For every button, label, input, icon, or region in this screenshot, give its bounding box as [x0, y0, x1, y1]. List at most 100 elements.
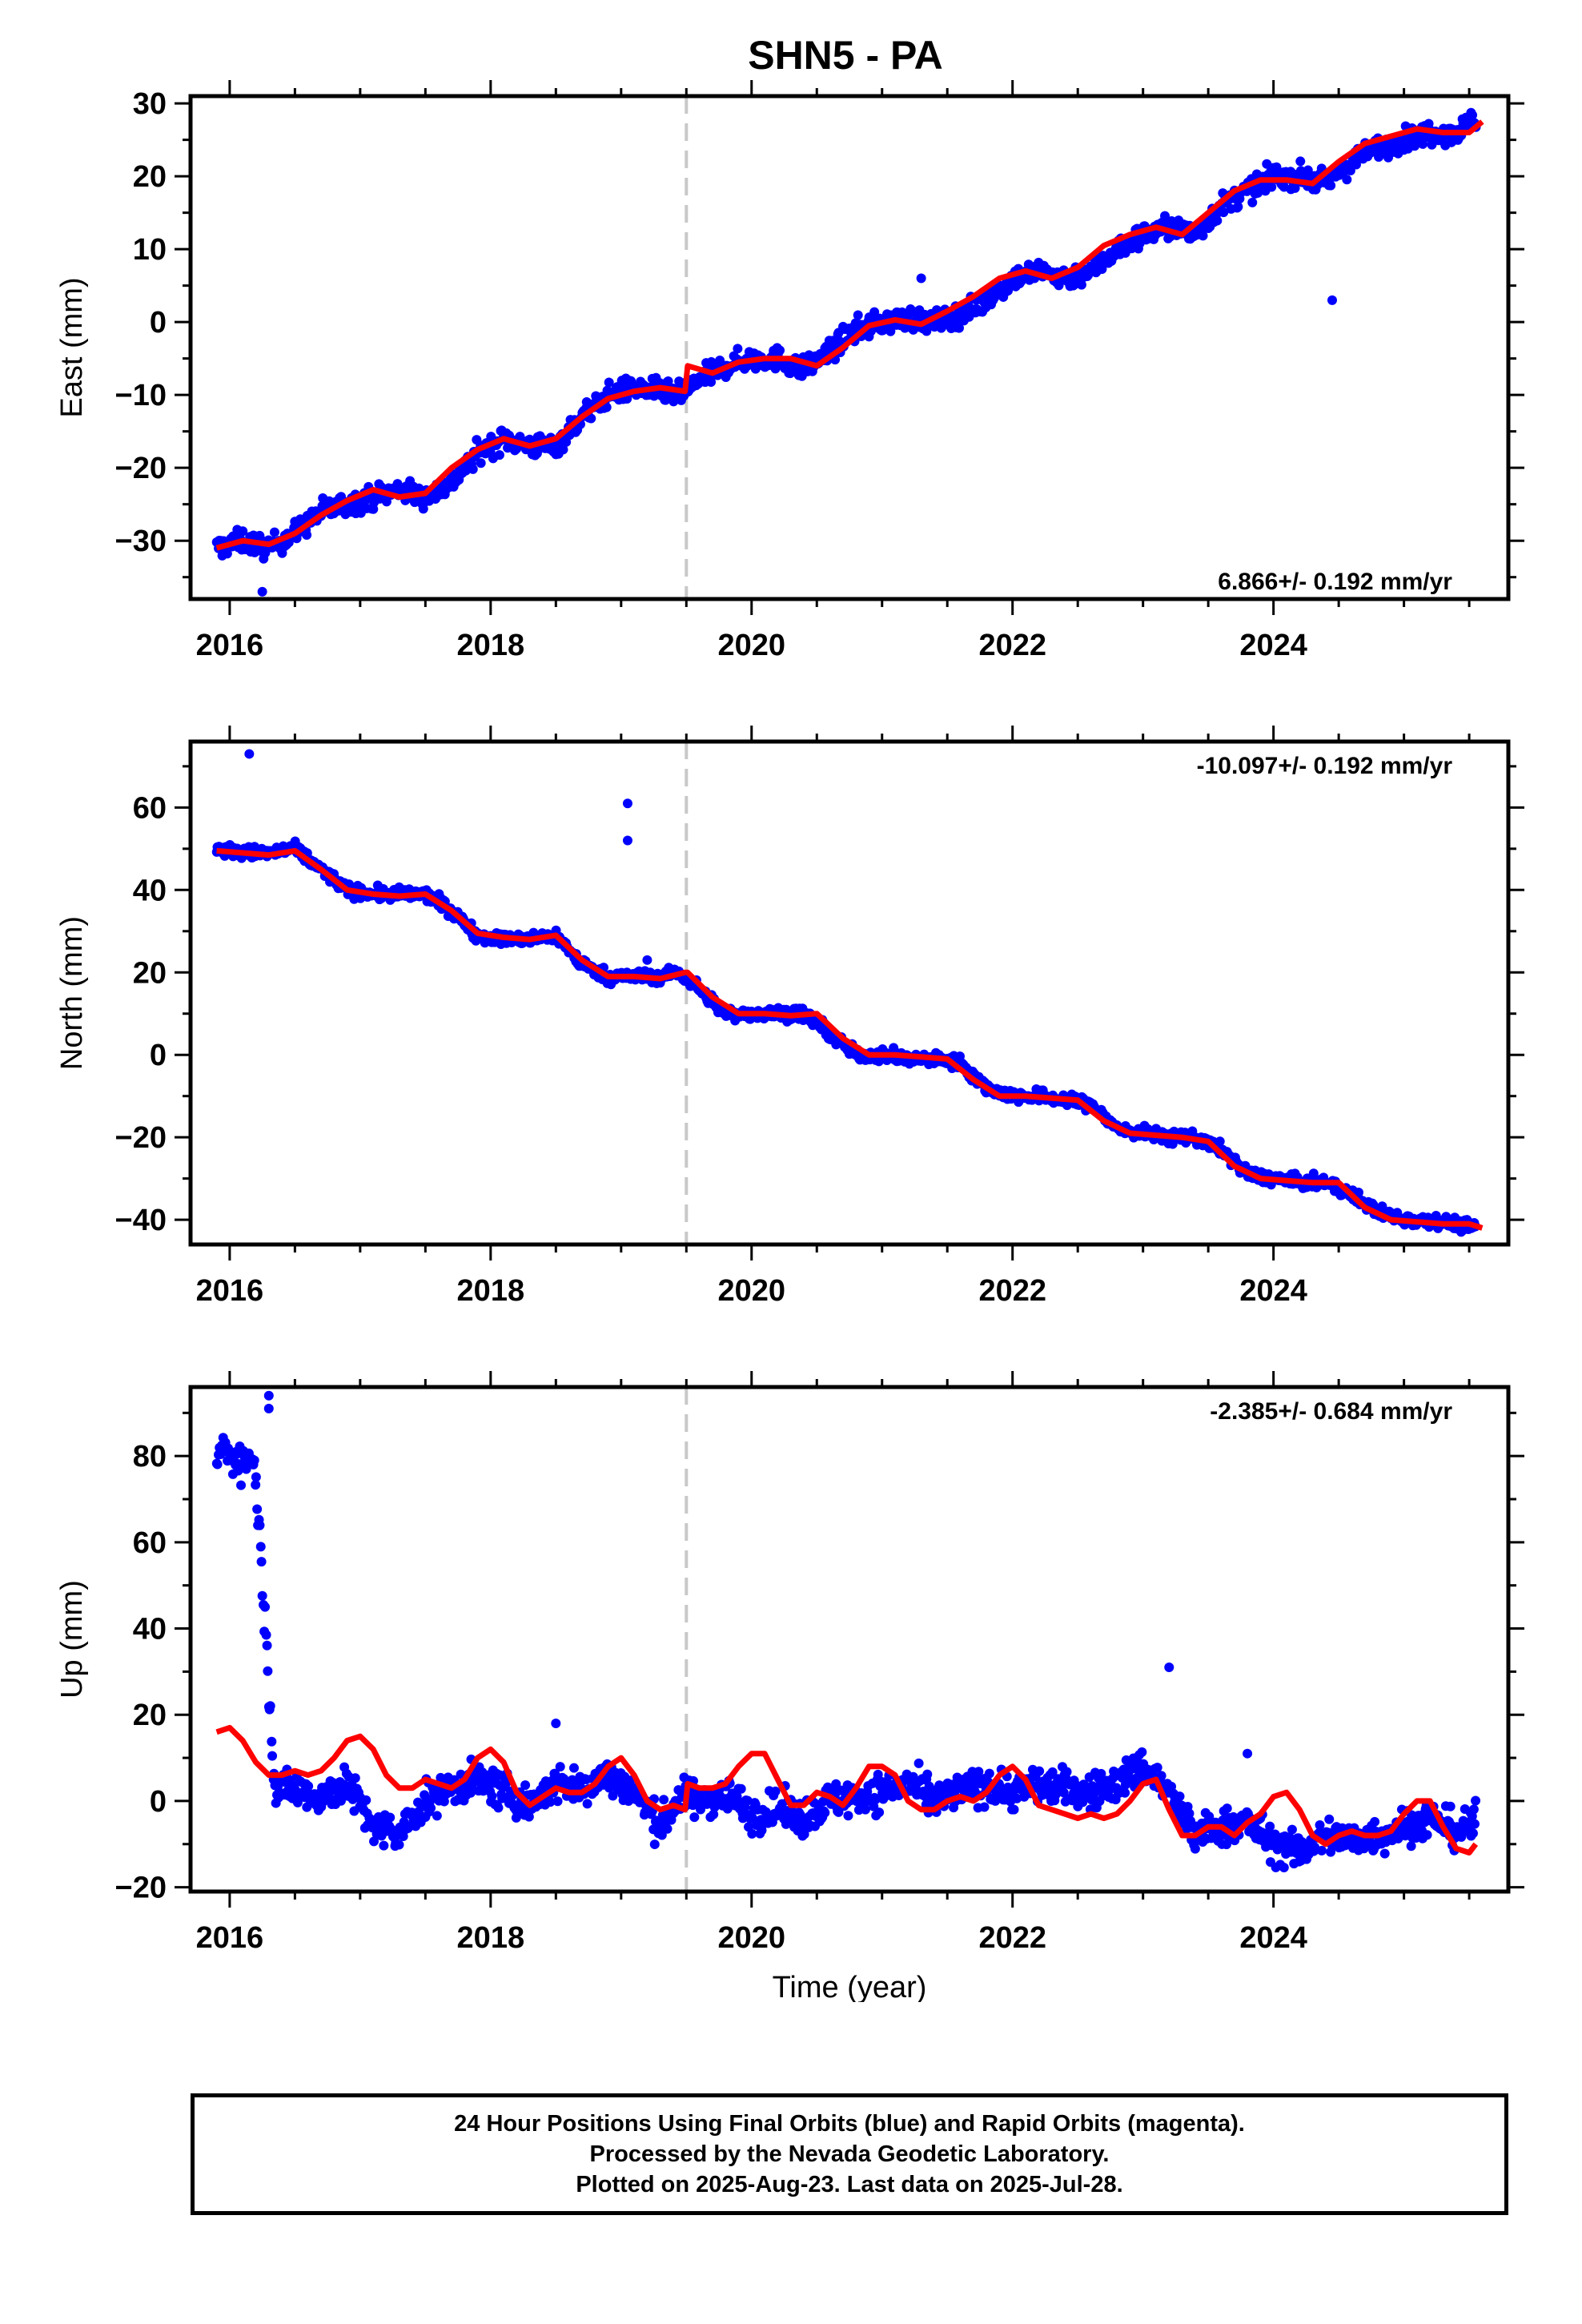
east-point [1326, 180, 1336, 191]
up-point [709, 1809, 719, 1819]
footer-line-processed: Processed by the Nevada Geodetic Laborat… [589, 2141, 1110, 2167]
east-point [921, 326, 932, 336]
east-point [733, 344, 743, 354]
footer-line-orbits: 24 Hour Positions Using Final Orbits (bl… [454, 2111, 1245, 2137]
east-point [468, 464, 478, 474]
up-point [394, 1839, 404, 1850]
north-x-tick-label: 2020 [717, 1274, 785, 1308]
north-model-line [216, 847, 1484, 1231]
chart-title: SHN5 - PA [748, 33, 943, 78]
north-x-tick-label: 2018 [457, 1274, 525, 1308]
east-x-tick-label: 2020 [717, 629, 785, 662]
east-point [1233, 202, 1243, 212]
east-point [1468, 110, 1478, 120]
up-point [1324, 1814, 1335, 1824]
up-point [350, 1773, 360, 1783]
east-point [706, 377, 717, 388]
east-y-tick-label: −30 [115, 525, 167, 558]
north-frame [188, 739, 1511, 1247]
north-x-tick-label: 2016 [196, 1274, 264, 1308]
up-point [736, 1783, 746, 1794]
up-x-tick-label: 2016 [196, 1921, 264, 1955]
up-x-tick-label: 2024 [1239, 1921, 1307, 1955]
up-point [1279, 1862, 1289, 1872]
east-point [1247, 197, 1258, 207]
east-outlier-point [1327, 295, 1337, 305]
north-rate-annotation: -10.097+/- 0.192 mm/yr [1197, 753, 1453, 779]
up-point [212, 1459, 223, 1470]
east-point [775, 345, 785, 356]
east-point [604, 377, 614, 388]
east-y-tick-label: 10 [133, 233, 167, 267]
up-point [1058, 1787, 1069, 1798]
east-point [269, 527, 279, 537]
east-frame [188, 94, 1511, 601]
up-point [255, 1542, 266, 1552]
east-y-tick-label: −10 [115, 379, 167, 412]
north-outlier-point [642, 955, 652, 965]
up-y-tick-label: 20 [133, 1699, 167, 1732]
up-point [1379, 1848, 1390, 1859]
up-point [263, 1666, 273, 1676]
east-y-axis-label: East (mm) [55, 277, 89, 417]
up-point [662, 1823, 673, 1834]
east-x-tick-label: 2016 [196, 629, 264, 662]
up-y-tick-label: 0 [150, 1785, 167, 1819]
east-point [954, 323, 964, 333]
up-point [361, 1795, 371, 1805]
east-point [1219, 207, 1229, 218]
east-outlier-point [916, 273, 926, 283]
up-point [555, 1762, 565, 1772]
up-outlier-point [551, 1719, 561, 1728]
up-point [1174, 1791, 1185, 1802]
up-point [385, 1812, 396, 1823]
up-point [487, 1791, 497, 1801]
north-point [1353, 1188, 1363, 1198]
north-outlier-point [622, 798, 632, 809]
up-x-axis-label: Time (year) [773, 1971, 927, 2002]
up-y-tick-label: 40 [133, 1613, 167, 1647]
up-point [1120, 1787, 1130, 1798]
east-point [222, 549, 232, 559]
up-y-tick-label: 80 [133, 1440, 167, 1474]
up-point [1012, 1793, 1022, 1803]
north-y-axis-label: North (mm) [55, 916, 89, 1070]
north-y-tick-label: 40 [133, 874, 167, 907]
up-point [439, 1796, 449, 1807]
up-point [520, 1780, 531, 1791]
up-point [252, 1504, 263, 1514]
up-y-axis-label: Up (mm) [55, 1580, 89, 1699]
east-point [1295, 156, 1306, 167]
up-y-tick-label: 60 [133, 1526, 167, 1560]
east-rate-annotation: 6.866+/- 0.192 mm/yr [1218, 569, 1452, 595]
north-y-tick-label: −20 [115, 1121, 167, 1155]
up-frame [188, 1385, 1511, 1894]
east-outlier-point [257, 586, 267, 597]
east-point [663, 376, 673, 387]
up-point [568, 1763, 579, 1773]
up-point [874, 1807, 885, 1818]
east-y-tick-label: 20 [133, 160, 167, 194]
up-point [1469, 1819, 1480, 1829]
up-point [255, 1520, 265, 1530]
up-point [257, 1590, 267, 1601]
east-point [476, 458, 486, 468]
up-point [1270, 1829, 1280, 1839]
east-model-line [215, 119, 1484, 551]
up-point [974, 1767, 984, 1777]
up-point [420, 1790, 430, 1800]
up-point [1406, 1841, 1416, 1852]
up-point [249, 1455, 259, 1466]
up-x-tick-label: 2022 [978, 1921, 1046, 1955]
up-outlier-point [1164, 1663, 1174, 1672]
up-point [843, 1811, 853, 1821]
footer-line-plotted: Plotted on 2025-Aug-23. Last data on 202… [576, 2172, 1123, 2197]
up-point [379, 1840, 389, 1851]
up-point [747, 1828, 757, 1839]
east-point [905, 304, 916, 314]
up-point [1184, 1808, 1195, 1819]
up-x-tick-label: 2020 [717, 1921, 785, 1955]
north-y-tick-label: 0 [150, 1039, 167, 1072]
up-point [1222, 1803, 1232, 1814]
up-point [1370, 1816, 1380, 1827]
